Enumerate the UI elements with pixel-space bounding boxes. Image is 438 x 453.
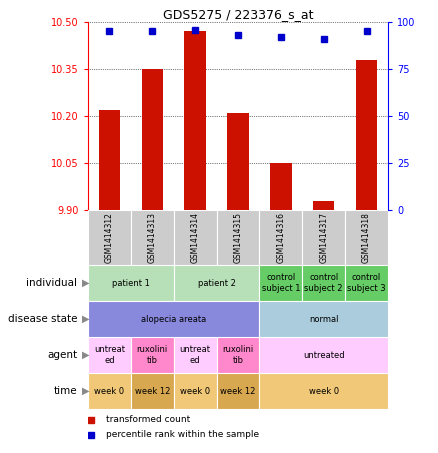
Text: GSM1414315: GSM1414315 — [233, 212, 243, 263]
Bar — [216, 210, 259, 265]
Bar — [345, 210, 388, 265]
Text: untreat
ed: untreat ed — [94, 345, 125, 365]
Bar — [259, 210, 302, 265]
Bar — [131, 373, 174, 409]
Bar — [259, 265, 302, 301]
Text: GSM1414313: GSM1414313 — [148, 212, 157, 263]
Text: ruxolini
tib: ruxolini tib — [137, 345, 168, 365]
Bar — [131, 210, 174, 265]
Text: disease state: disease state — [7, 314, 77, 324]
Bar — [174, 265, 259, 301]
Bar — [88, 210, 131, 265]
Text: transformed count: transformed count — [106, 415, 190, 424]
Bar — [88, 373, 131, 409]
Bar — [270, 163, 292, 210]
Bar — [141, 69, 163, 210]
Text: patient 2: patient 2 — [198, 279, 236, 288]
Text: ▶: ▶ — [82, 350, 89, 360]
Bar — [184, 31, 206, 210]
Text: week 0: week 0 — [94, 386, 124, 395]
Bar — [259, 301, 388, 337]
Text: alopecia areata: alopecia areata — [141, 314, 206, 323]
Text: untreat
ed: untreat ed — [180, 345, 211, 365]
Text: ▶: ▶ — [82, 278, 89, 288]
Bar — [313, 201, 335, 210]
Text: week 12: week 12 — [220, 386, 256, 395]
Text: control
subject 1: control subject 1 — [261, 273, 300, 293]
Bar — [345, 265, 388, 301]
Text: ▶: ▶ — [82, 386, 89, 396]
Text: individual: individual — [26, 278, 77, 288]
Bar — [356, 60, 377, 210]
Bar — [131, 337, 174, 373]
Text: patient 1: patient 1 — [112, 279, 150, 288]
Text: untreated: untreated — [303, 351, 345, 360]
Bar — [88, 301, 259, 337]
Bar — [88, 337, 131, 373]
Bar — [99, 110, 120, 210]
Text: normal: normal — [309, 314, 339, 323]
Text: control
subject 2: control subject 2 — [304, 273, 343, 293]
Text: time: time — [53, 386, 77, 396]
Text: GSM1414317: GSM1414317 — [319, 212, 328, 263]
Text: agent: agent — [47, 350, 77, 360]
Bar — [216, 373, 259, 409]
Text: ruxolini
tib: ruxolini tib — [223, 345, 254, 365]
Bar — [174, 210, 216, 265]
Bar — [302, 265, 345, 301]
Text: percentile rank within the sample: percentile rank within the sample — [106, 430, 259, 439]
Text: ▶: ▶ — [82, 314, 89, 324]
Bar — [88, 265, 174, 301]
Text: week 12: week 12 — [134, 386, 170, 395]
Bar — [259, 373, 388, 409]
Text: week 0: week 0 — [180, 386, 210, 395]
Text: GSM1414318: GSM1414318 — [362, 212, 371, 263]
Title: GDS5275 / 223376_s_at: GDS5275 / 223376_s_at — [163, 8, 313, 21]
Text: week 0: week 0 — [309, 386, 339, 395]
Text: GSM1414316: GSM1414316 — [276, 212, 286, 263]
Bar — [227, 113, 249, 210]
Bar — [174, 337, 216, 373]
Bar — [216, 337, 259, 373]
Text: GSM1414314: GSM1414314 — [191, 212, 200, 263]
Text: control
subject 3: control subject 3 — [347, 273, 386, 293]
Bar — [302, 210, 345, 265]
Bar — [174, 373, 216, 409]
Bar — [259, 337, 388, 373]
Text: GSM1414312: GSM1414312 — [105, 212, 114, 263]
